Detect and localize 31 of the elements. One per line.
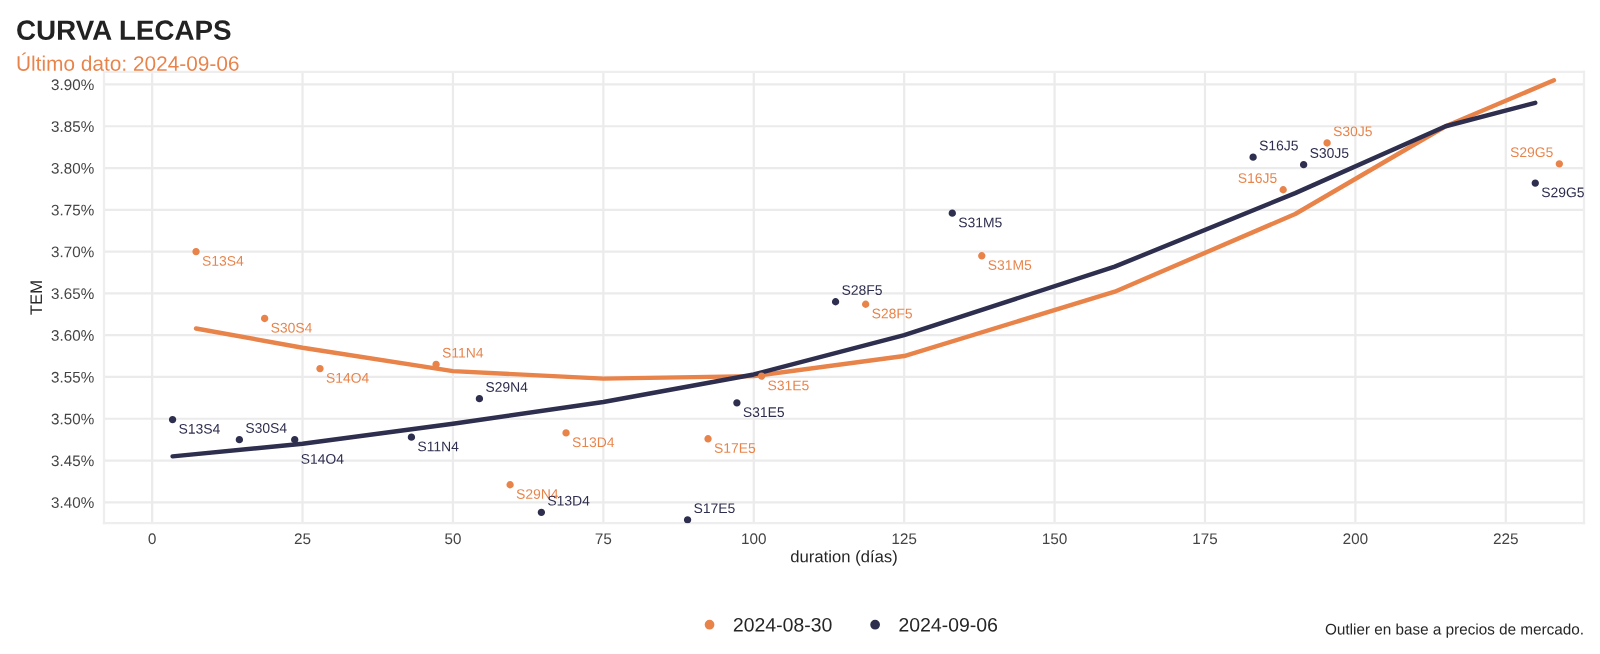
point xyxy=(316,364,324,373)
point xyxy=(733,399,741,407)
point xyxy=(260,314,269,323)
point xyxy=(192,247,200,256)
chart-subtitle: Último dato: 2024-09-06 xyxy=(17,52,239,71)
y-axis-title: TEM xyxy=(30,281,42,315)
chart-title: CURVA LECAPS xyxy=(17,20,231,41)
point xyxy=(861,300,870,308)
point xyxy=(1299,161,1308,169)
point xyxy=(168,415,177,424)
point xyxy=(506,481,514,489)
point xyxy=(291,435,299,444)
point xyxy=(562,429,570,437)
legend-label: 2024-08-30 xyxy=(733,617,832,632)
point xyxy=(475,395,484,403)
point xyxy=(1531,179,1539,187)
point xyxy=(683,516,692,524)
point xyxy=(537,508,546,517)
point xyxy=(1323,139,1331,147)
point xyxy=(704,435,712,443)
point xyxy=(948,209,956,217)
point xyxy=(1249,153,1257,161)
point xyxy=(1555,160,1564,168)
point xyxy=(978,252,986,260)
x-axis-title: duration (días) xyxy=(790,549,897,566)
point xyxy=(407,433,416,441)
point xyxy=(831,298,840,306)
point xyxy=(757,372,766,380)
legend-label: 2024-09-06 xyxy=(899,617,998,632)
point xyxy=(1279,186,1287,194)
point xyxy=(235,435,244,444)
